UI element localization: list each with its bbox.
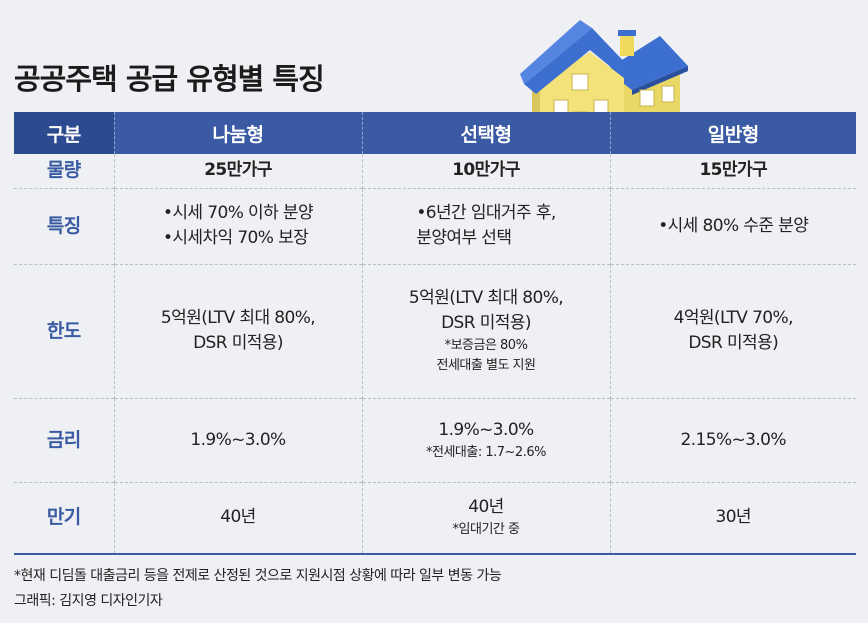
table-row-quantity: 물량 25만가구 10만가구 15만가구 (14, 154, 856, 188)
table-cell: 2.15%~3.0% (610, 397, 856, 482)
table-cell: 1.9%~3.0% (114, 397, 363, 482)
row-label: 한도 (14, 263, 115, 398)
table-cell: 40년 *임대기간 중 (362, 481, 611, 555)
footnote: *현재 디딤돌 대출금리 등을 전제로 산정된 것으로 지원시점 상황에 따라 … (14, 568, 502, 584)
table-cell: 10만가구 (362, 154, 611, 188)
header-nanum: 나눔형 (114, 112, 363, 154)
row-label: 물량 (14, 154, 115, 188)
table-cell: 5억원(LTV 최대 80%, DSR 미적용) *보증금은 80% 전세대출 별도… (362, 263, 611, 398)
table-cell: 30년 (610, 481, 856, 555)
header-seontaek: 선택형 (362, 112, 611, 154)
row-label: 특징 (14, 187, 115, 264)
table-cell: 4억원(LTV 70%, DSR 미적용) (610, 263, 856, 398)
term-note: *임대기간 중 (452, 522, 520, 538)
table-row-rate: 금리 1.9%~3.0% 1.9%~3.0% *전세대출: 1.7~2.6% 2… (14, 397, 856, 482)
table-cell: 15만가구 (699, 160, 768, 181)
table-cell: 25만가구 (114, 154, 363, 188)
limit-note: *보증금은 80% 전세대출 별도 지원 (436, 338, 536, 373)
table-row-term: 만기 40년 40년 *임대기간 중 30년 (14, 481, 856, 555)
table-cell: •시세 70% 이하 분양 •시세차익 70% 보장 (114, 187, 363, 264)
row-label: 금리 (14, 397, 115, 482)
header-category: 구분 (14, 112, 115, 154)
table-cell: •6년간 임대거주 후, 분양여부 선택 (362, 187, 611, 264)
row-label: 만기 (14, 481, 115, 555)
table-cell: 1.9%~3.0% *전세대출: 1.7~2.6% (362, 397, 611, 482)
page-title: 공공주택 공급 유형별 특징 (14, 62, 325, 96)
header-ilban: 일반형 (610, 112, 856, 154)
table-cell: 40년 (114, 481, 363, 555)
table-cell: •시세 80% 수준 분양 (610, 187, 856, 264)
housing-comparison-table: 구분 나눔형 선택형 일반형 물량 25만가구 10만가구 15만가구 특징 •… (14, 112, 856, 555)
table-cell: 5억원(LTV 최대 80%, DSR 미적용) (114, 263, 363, 398)
rate-note: *전세대출: 1.7~2.6% (426, 444, 546, 460)
graphic-credit: 그래픽: 김지영 디자인기자 (14, 593, 163, 609)
table-row-limit: 한도 5억원(LTV 최대 80%, DSR 미적용) 5억원(LTV 최대 80… (14, 263, 856, 398)
table-row-features: 특징 •시세 70% 이하 분양 •시세차익 70% 보장 •6년간 임대거주 후… (14, 187, 856, 264)
